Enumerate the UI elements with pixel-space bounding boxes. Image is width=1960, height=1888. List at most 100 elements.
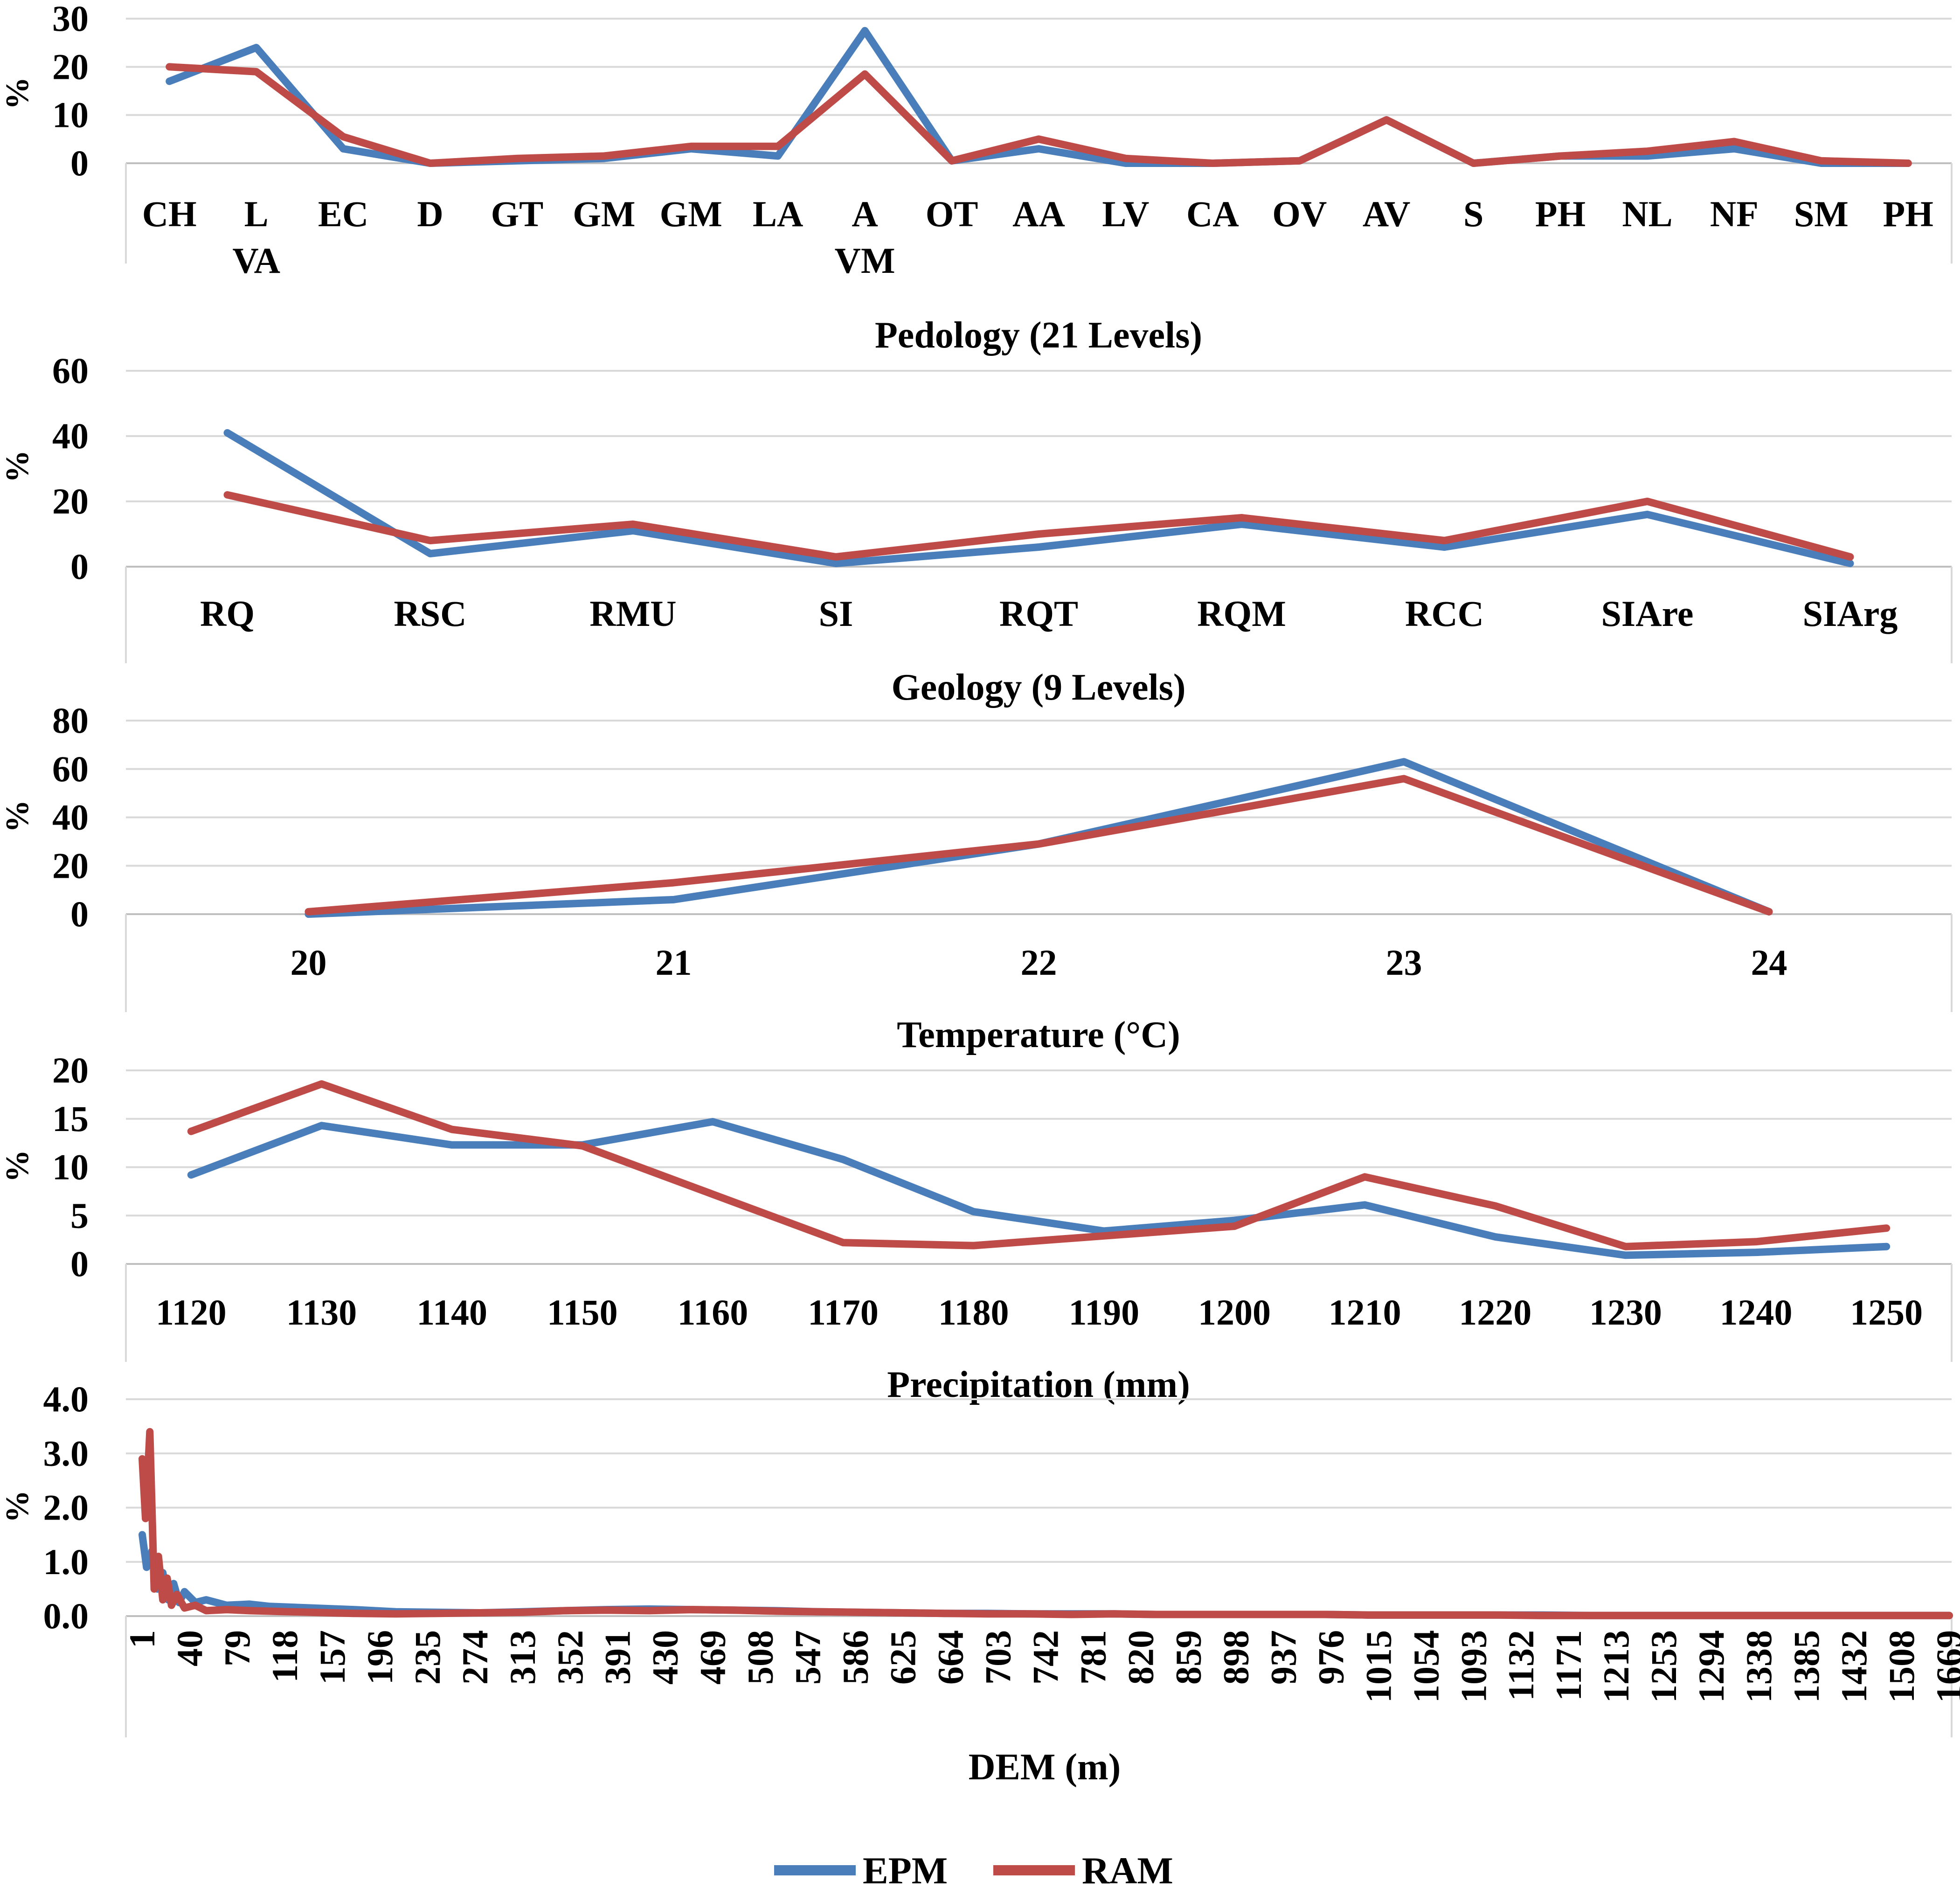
chart-panel-3: 0 20 40 60 80% 20 21 22 23 24 Temperature (°C) xyxy=(0,700,1953,1055)
x-tick-label: L xyxy=(244,194,269,234)
y-tick-label: 60 xyxy=(52,350,89,391)
y-axis-label: % xyxy=(0,1490,35,1523)
x-tick-label: VM xyxy=(835,240,895,281)
chart-panel-5: 0.01.02.03.04.0%1 40 79 118 157 196 235 274 313 3… xyxy=(0,1379,1960,1788)
y-tick-label: 20 xyxy=(52,46,89,87)
x-tick-label: 742 xyxy=(1025,1630,1066,1685)
x-tick-label: SIAre xyxy=(1601,593,1694,634)
y-tick-label: 2.0 xyxy=(43,1487,89,1528)
x-tick-label: RCC xyxy=(1405,593,1484,634)
x-tick-label: 1213 xyxy=(1596,1630,1636,1703)
x-tick-label: 352 xyxy=(550,1630,590,1685)
x-tick-label: 1240 xyxy=(1720,1292,1793,1333)
x-tick-label: OV xyxy=(1272,194,1327,234)
x-tick-label: 1 xyxy=(122,1630,162,1648)
y-axis-label: % xyxy=(0,800,35,833)
y-tick-label: 0 xyxy=(70,1243,89,1284)
y-tick-label: 40 xyxy=(52,797,89,838)
series-line-ram xyxy=(139,1428,1953,1619)
x-tick-label: CH xyxy=(142,194,197,234)
x-tick-label: 20 xyxy=(291,942,327,983)
x-tick-label: GT xyxy=(491,194,544,234)
y-tick-label: 20 xyxy=(52,845,89,886)
x-tick-label: 1200 xyxy=(1198,1292,1271,1333)
x-tick-label: 1015 xyxy=(1358,1630,1399,1703)
x-tick-label: AV xyxy=(1363,194,1411,234)
series-line-ram xyxy=(187,1080,1891,1250)
x-tick-label: 1160 xyxy=(678,1292,748,1333)
series-line-epm xyxy=(166,27,1912,167)
x-tick-label: 1210 xyxy=(1329,1292,1401,1333)
y-tick-label: 1.0 xyxy=(43,1541,89,1582)
x-tick-label: 1385 xyxy=(1786,1630,1827,1703)
y-tick-label: 10 xyxy=(52,1147,89,1187)
x-tick-label: LV xyxy=(1102,194,1149,234)
x-tick-label: GM xyxy=(573,194,635,234)
y-tick-label: 80 xyxy=(52,700,89,741)
y-tick-label: 0 xyxy=(70,546,89,587)
x-tick-label: CA xyxy=(1186,194,1239,234)
x-tick-label: 313 xyxy=(502,1630,543,1685)
x-tick-label: LA xyxy=(753,194,803,234)
series-line-ram xyxy=(223,491,1854,561)
x-tick-label: RQ xyxy=(200,593,255,634)
y-axis-label: % xyxy=(0,450,35,483)
legend-epm-label: EPM xyxy=(863,1849,948,1888)
y-axis-label: % xyxy=(0,1150,35,1182)
x-tick-label: 118 xyxy=(264,1630,305,1683)
x-tick-label: 40 xyxy=(169,1630,210,1666)
x-tick-label: SM xyxy=(1794,194,1849,234)
x-tick-label: 1180 xyxy=(938,1292,1009,1333)
x-tick-label: 22 xyxy=(1021,942,1057,983)
x-tick-label: GM xyxy=(660,194,722,234)
axis-title: Geology (9 Levels) xyxy=(892,667,1186,708)
x-tick-label: 547 xyxy=(788,1630,828,1685)
x-tick-label: AA xyxy=(1012,194,1065,234)
x-tick-label: RSC xyxy=(394,593,466,634)
x-tick-label: 1294 xyxy=(1691,1630,1731,1703)
x-tick-label: 1432 xyxy=(1834,1630,1874,1703)
x-tick-label: 24 xyxy=(1751,942,1787,983)
x-tick-label: PH xyxy=(1535,194,1586,234)
x-tick-label: 937 xyxy=(1263,1630,1303,1685)
x-tick-label: NL xyxy=(1622,194,1672,234)
x-tick-label: SI xyxy=(819,593,853,634)
chart-panel-4: 0 5 10 15 20% 1120 1130 1140 1150 1160 1170 1180 119… xyxy=(0,1050,1953,1405)
x-tick-label: 1093 xyxy=(1453,1630,1494,1703)
x-tick-label: D xyxy=(417,194,443,234)
x-tick-label: 1170 xyxy=(808,1292,879,1333)
x-tick-label: 1338 xyxy=(1738,1630,1779,1703)
x-tick-label: 21 xyxy=(656,942,692,983)
x-tick-label: PH xyxy=(1883,194,1933,234)
series-line-ram xyxy=(305,775,1773,916)
x-tick-label: A xyxy=(852,194,878,234)
chart-panel-1: 0 10 20 30% CH L VA EC D GT GM GM LA A VM OT AA LV CA OV AV S… xyxy=(0,0,1953,356)
x-tick-label: 781 xyxy=(1073,1630,1113,1685)
x-tick-label: 1140 xyxy=(416,1292,487,1333)
y-tick-label: 0 xyxy=(70,143,89,183)
y-tick-label: 3.0 xyxy=(43,1433,89,1473)
x-tick-label: 1130 xyxy=(286,1292,357,1333)
x-tick-label: 157 xyxy=(312,1630,353,1685)
y-tick-label: 10 xyxy=(52,95,89,135)
x-tick-label: 1120 xyxy=(156,1292,227,1333)
x-tick-label: 391 xyxy=(597,1630,638,1685)
x-tick-label: 976 xyxy=(1310,1630,1351,1685)
y-axis-label: % xyxy=(0,77,35,110)
legend: EPM RAM xyxy=(774,1849,1173,1888)
x-tick-label: 430 xyxy=(645,1630,686,1685)
x-tick-label: 820 xyxy=(1120,1630,1161,1685)
x-tick-label: SIArg xyxy=(1803,593,1898,634)
x-tick-label: 625 xyxy=(883,1630,923,1685)
axis-title: DEM (m) xyxy=(969,1747,1121,1788)
x-tick-label: 23 xyxy=(1386,942,1422,983)
x-tick-label: OT xyxy=(926,194,978,234)
y-tick-label: 0.0 xyxy=(43,1596,89,1636)
x-tick-label: 196 xyxy=(360,1630,400,1685)
y-tick-label: 20 xyxy=(52,1050,89,1090)
x-tick-label: RMU xyxy=(589,593,676,634)
x-tick-label: RQT xyxy=(999,593,1078,634)
y-tick-label: 0 xyxy=(70,894,89,934)
x-tick-label: 469 xyxy=(693,1630,733,1685)
